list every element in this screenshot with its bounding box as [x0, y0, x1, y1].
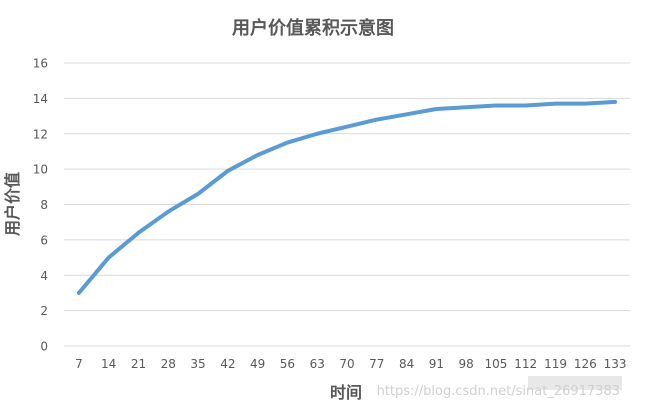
gridlines: [64, 62, 630, 347]
y-tick-label: 10: [33, 163, 48, 177]
x-tick-label: 133: [604, 357, 627, 371]
x-tick-label: 126: [574, 357, 597, 371]
x-tick-label: 28: [161, 357, 176, 371]
watermark-text: https://blog.csdn.net/sinat_26917383: [377, 384, 620, 399]
x-tick-label: 119: [544, 357, 567, 371]
x-tick-label: 14: [101, 357, 116, 371]
y-tick-label: 4: [40, 269, 48, 283]
x-tick-label: 56: [280, 357, 295, 371]
y-tick-label: 8: [40, 198, 48, 212]
x-tick-label: 21: [131, 357, 146, 371]
x-tick-label: 91: [429, 357, 444, 371]
x-tick-label: 42: [220, 357, 235, 371]
x-tick-label: 70: [339, 357, 354, 371]
x-tick-label: 63: [310, 357, 325, 371]
x-tick-label: 7: [75, 357, 83, 371]
watermark-blur-box: [528, 376, 622, 390]
y-tick-label: 14: [33, 92, 48, 106]
series-layer: [76, 99, 618, 295]
x-axis-label: 时间: [330, 383, 362, 402]
x-tick-label: 77: [369, 357, 384, 371]
series-line: [76, 99, 618, 295]
y-tick-label: 12: [33, 127, 48, 141]
y-tick-label: 6: [40, 233, 48, 247]
watermark: https://blog.csdn.net/sinat_26917383: [377, 376, 622, 399]
x-tick-label: 35: [190, 357, 205, 371]
y-tick-label: 2: [40, 304, 48, 318]
x-tick-label: 112: [514, 357, 537, 371]
x-tick-label: 105: [484, 357, 507, 371]
chart-title: 用户价值累积示意图: [232, 17, 394, 39]
x-tick-label: 98: [459, 357, 474, 371]
y-axis-label: 用户价值: [3, 172, 22, 236]
x-tick-label: 49: [250, 357, 265, 371]
y-tick-label: 0: [40, 340, 48, 354]
y-axis-ticks: 0 2 4 6 8 10 12 14 16: [33, 57, 48, 354]
x-tick-label: 84: [399, 357, 414, 371]
y-tick-label: 16: [33, 57, 48, 71]
x-axis-ticks: 7 14 21 28 35 42 49 56 63 70 77 84 91 98 105 112 119 126 1…: [75, 357, 626, 371]
